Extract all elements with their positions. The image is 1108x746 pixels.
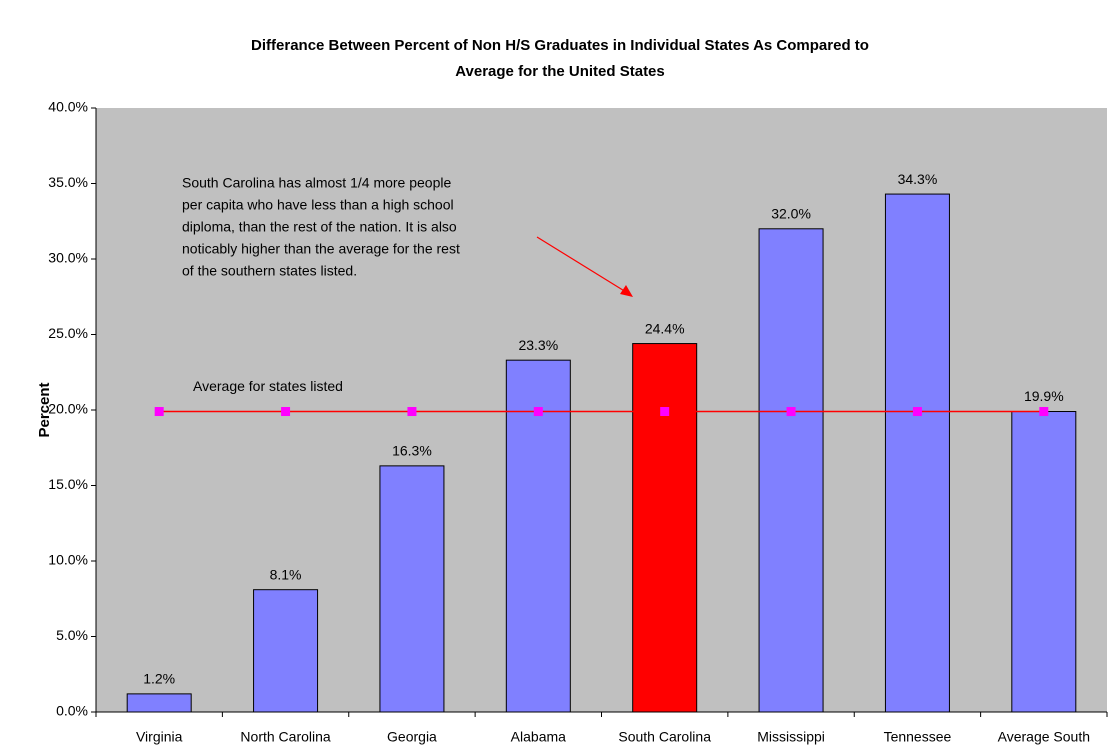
value-label: 32.0% [771,206,811,222]
y-tick-label: 25.0% [48,325,88,341]
average-line-label: Average for states listed [193,378,343,394]
bar [884,193,950,713]
x-tick-label: Alabama [511,729,566,745]
bar [632,343,698,713]
average-marker [407,407,417,417]
annotation: of the southern states listed. [182,263,357,279]
y-tick-label: 5.0% [56,627,88,643]
x-tick-label: Virginia [136,729,183,745]
bar [1011,411,1077,713]
value-label: 16.3% [392,443,432,459]
bar [505,359,571,713]
y-tick-label: 10.0% [48,552,88,568]
value-label: 34.3% [898,171,938,187]
chart-title: Average for the United States [455,63,665,80]
x-tick-label: Georgia [387,729,437,745]
x-tick-label: South Carolina [618,729,711,745]
annotation: diploma, than the rest of the nation. It… [182,219,457,235]
bar [758,228,824,713]
x-tick-label: North Carolina [240,729,330,745]
annotation-arrow [536,236,627,293]
value-label: 8.1% [270,566,302,582]
average-marker [1039,407,1049,417]
annotation: per capita who have less than a high sch… [182,197,454,213]
y-tick-label: 30.0% [48,250,88,266]
y-tick-label: 0.0% [56,703,88,719]
bar [253,589,319,713]
average-marker [786,407,796,417]
average-marker [660,407,670,417]
average-marker [912,407,922,417]
bar [379,465,445,713]
annotation: South Carolina has almost 1/4 more peopl… [182,175,451,191]
value-label: 1.2% [143,671,175,687]
chart-title: Differance Between Percent of Non H/S Gr… [251,37,869,54]
y-axis-label: Percent [36,382,53,437]
y-tick-label: 20.0% [48,401,88,417]
bar [126,693,192,713]
x-tick-label: Tennessee [884,729,952,745]
value-label: 24.4% [645,320,685,336]
y-tick-label: 35.0% [48,174,88,190]
y-tick-label: 15.0% [48,476,88,492]
value-label: 23.3% [518,337,558,353]
x-tick-label: Mississippi [757,729,825,745]
average-marker [533,407,543,417]
value-label: 19.9% [1024,388,1064,404]
annotation: noticably higher than the average for th… [182,241,460,257]
average-marker [154,407,164,417]
average-marker [281,407,291,417]
annotation-arrowhead [620,285,633,297]
y-tick-label: 40.0% [48,99,88,115]
x-tick-label: Average South [998,729,1090,745]
